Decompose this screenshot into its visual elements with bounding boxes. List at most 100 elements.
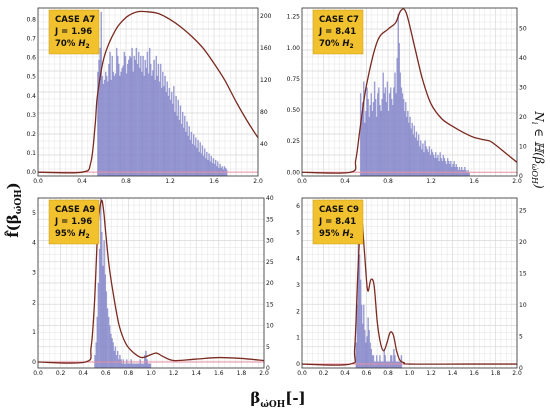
histogram-bar (405, 102, 407, 177)
histogram-bar (372, 355, 375, 369)
x-tick-label: 0.2 (319, 370, 329, 377)
histogram-bar (192, 134, 195, 177)
histogram-bar (225, 169, 228, 177)
x-tick-label: 1.0 (146, 370, 156, 377)
histogram-bar (458, 167, 461, 177)
histogram-bar (164, 75, 166, 177)
histogram-bar (463, 169, 465, 177)
kde-curve (301, 215, 517, 366)
histogram-bar (410, 128, 412, 177)
x-ticks: 0.0 0.2 0.4 0.6 0.8 1.0 1.2 1.4 1.6 1.8 2.0 (297, 370, 522, 377)
x-tick-label: 0.0 (33, 370, 43, 377)
histogram-bar (146, 359, 148, 369)
y-tick-label-right: 25 (519, 208, 527, 215)
histogram-bar (396, 57, 398, 177)
histogram-bar (361, 304, 363, 369)
histogram-bar (453, 161, 455, 177)
histogram-bar (462, 169, 464, 177)
histogram-bar (103, 79, 106, 177)
histogram-bar (153, 59, 155, 177)
histogram-bar (378, 361, 380, 369)
plot-frame (37, 7, 259, 177)
y-tick-label-left: 0.1 (26, 150, 36, 157)
histogram-bar (468, 172, 470, 177)
y-tick-label-left: 1 (296, 335, 300, 342)
histogram-bar (180, 123, 183, 177)
x-tick-label: 1.6 (209, 178, 219, 185)
y-ticks-left: 0 1 2 3 4 5 (32, 210, 36, 366)
histogram-bar (103, 240, 105, 369)
histogram-bar (185, 131, 187, 177)
histogram-bar (157, 63, 160, 177)
y-tick-label-right: 5 (266, 344, 270, 351)
histogram-bar (145, 67, 148, 177)
histogram-bar (128, 59, 130, 177)
histogram-bar (450, 161, 452, 177)
panel-c7: 0.0 0.4 0.8 1.2 1.6 2.0 0.00 0.25 0.50 0.75 1.00 1.… (287, 7, 527, 185)
y-tick-label-left: 1 (32, 329, 36, 336)
histogram-bar (132, 71, 134, 177)
histogram-bar (378, 87, 380, 177)
histogram-bar (179, 105, 182, 177)
histogram-bar (110, 79, 112, 177)
histogram-bar (147, 363, 149, 369)
histogram-bar (134, 59, 137, 177)
histogram-bar (381, 99, 383, 177)
histogram-bar (130, 359, 132, 369)
svg-text:f̂(βω̇OH): f̂(βω̇OH) (4, 182, 24, 238)
histogram-bar (191, 143, 194, 177)
histogram-bar (138, 363, 140, 369)
histogram-bar (111, 55, 113, 177)
y-tick-label-left: 1.25 (287, 14, 301, 21)
histogram-bar (449, 164, 451, 177)
histogram-bar (424, 140, 426, 177)
y-tick-label-right: 0 (266, 365, 270, 372)
histogram-bar (387, 361, 390, 369)
histogram-bar (102, 83, 105, 177)
histogram-bar (124, 55, 127, 177)
histogram-bar (386, 361, 389, 369)
x-tick-label: 1.2 (426, 370, 436, 377)
histogram-bar (101, 75, 104, 177)
histogram-bar (437, 155, 439, 177)
histogram-bar (128, 363, 130, 369)
y-tick-label-left: 5 (296, 229, 300, 236)
histogram-bar (465, 169, 467, 177)
histogram-bar (364, 122, 366, 177)
histogram-bar (161, 87, 163, 177)
histogram-bar (146, 51, 149, 177)
histogram-bar (425, 146, 427, 177)
x-tick-label: 0.6 (101, 370, 111, 377)
histogram-bar (412, 134, 414, 177)
histogram-bar (152, 70, 154, 177)
histogram-bar (222, 169, 225, 177)
histogram-bar (366, 87, 368, 177)
histogram-bar (406, 116, 408, 177)
histogram-bar (114, 73, 117, 177)
histogram-bar (95, 342, 97, 369)
histogram-bar (130, 57, 132, 177)
histogram-bar (369, 105, 371, 177)
histogram-bar (358, 254, 361, 369)
y-tick-label-left: 0.3 (26, 112, 36, 119)
histogram-bar (416, 140, 419, 177)
x-tick-label: 1.8 (491, 370, 501, 377)
histogram-bar (372, 102, 375, 177)
histogram-bar (110, 333, 112, 369)
y-tick-label-right: 10 (519, 302, 527, 309)
y-tick-label-left: 0.25 (287, 138, 301, 145)
histogram-bar (127, 363, 129, 369)
x-axis-label: βω̇OH[-] (250, 389, 305, 410)
histogram-bar (386, 81, 389, 177)
kde-curve (37, 10, 259, 174)
histogram-bar (124, 363, 127, 369)
histogram-bar (207, 159, 209, 177)
histogram-bar (467, 169, 469, 177)
x-tick-label: 2.0 (259, 370, 269, 377)
y-tick-label-left: 3 (296, 282, 300, 289)
histogram-bar (154, 79, 156, 177)
case-box: CASE A9 J = 1.96 95% H2 (48, 199, 100, 245)
histogram-bar (377, 361, 379, 369)
y-tick-label-right: 40 (260, 141, 268, 148)
histogram-bar (144, 59, 146, 177)
